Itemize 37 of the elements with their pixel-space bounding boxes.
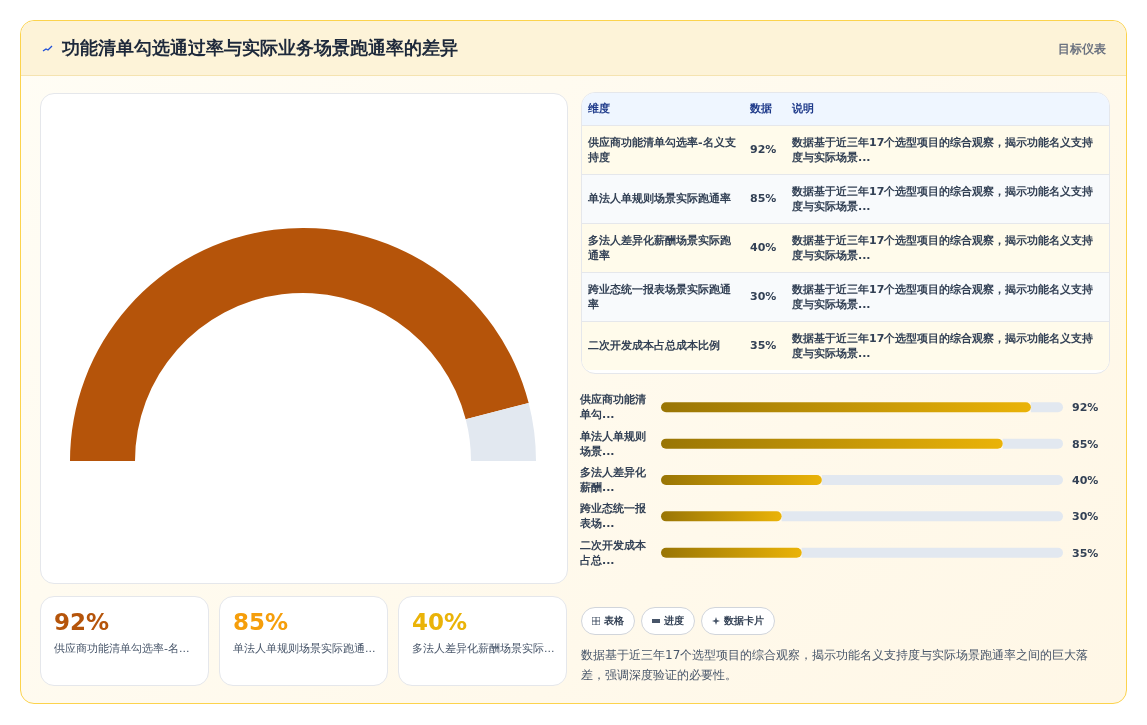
text: 多法人差异化薪酬场景实际... [412,641,556,656]
data-label: 92% [1072,401,1099,415]
data-label: 30% [1072,510,1099,524]
text: 40% [412,609,469,635]
text: 数据基于近三年17个选型项目的综合观察，揭示功能名义支持度与实际场景... [786,125,1109,174]
text: 数据基于近三年17个选型项目的综合观察，揭示功能名义支持度与实际场景... [786,272,1109,321]
text: 多法人差异化薪酬场景实际跑通率 [582,223,744,272]
text: 表格 [604,615,624,626]
text: 85% [744,174,786,223]
text: 二次开发成本占总成本比例 [582,321,744,370]
data-label: 85% [1072,437,1099,451]
text: 数据基于近三年17个选型项目的综合观察，揭示功能名义支持度与实际场景... [786,174,1109,223]
text: 92% [54,609,111,635]
text: 30% [744,272,786,321]
text: 85% [233,609,290,635]
category-label: 供应商功能清单勾... [580,393,646,422]
text: 供应商功能清单勾选率-名... [54,641,191,656]
text: 数据基于近三年17个选型项目的综合观察，揭示功能名义支持度与实际场景跑通率之间的巨大落差，强调深度验证的必要性。 [581,647,1090,684]
text: 单法人单规则场景实际跑通率 [582,174,744,223]
text: 92% [744,125,786,174]
text: 进度 [664,615,684,626]
text: 40% [744,223,786,272]
text: 供应商功能清单勾选率-名义支持度 [582,125,744,174]
text: 数据基于近三年17个选型项目的综合观察，揭示功能名义支持度与实际场景... [786,223,1109,272]
category-label: 跨业态统一报表场... [580,502,646,531]
data-label: 40% [1072,474,1099,487]
text: 单法人单规则场景实际跑通... [233,641,377,656]
text: 目标仪表 [1058,41,1106,58]
data-label: 35% [1072,546,1099,560]
text: 数据基于近三年17个选型项目的综合观察，揭示功能名义支持度与实际场景... [786,321,1109,370]
category-label: 单法人单规则场景... [580,429,646,458]
text: 跨业态统一报表场景实际跑通率 [582,272,744,321]
category-label: 多法人差异化薪酬... [580,466,646,494]
text: 35% [744,321,786,370]
text: 功能清单勾选通过率与实际业务场景跑通率的差异 [62,36,458,60]
text: 数据卡片 [724,615,764,626]
category-label: 二次开发成本占总... [580,538,646,567]
